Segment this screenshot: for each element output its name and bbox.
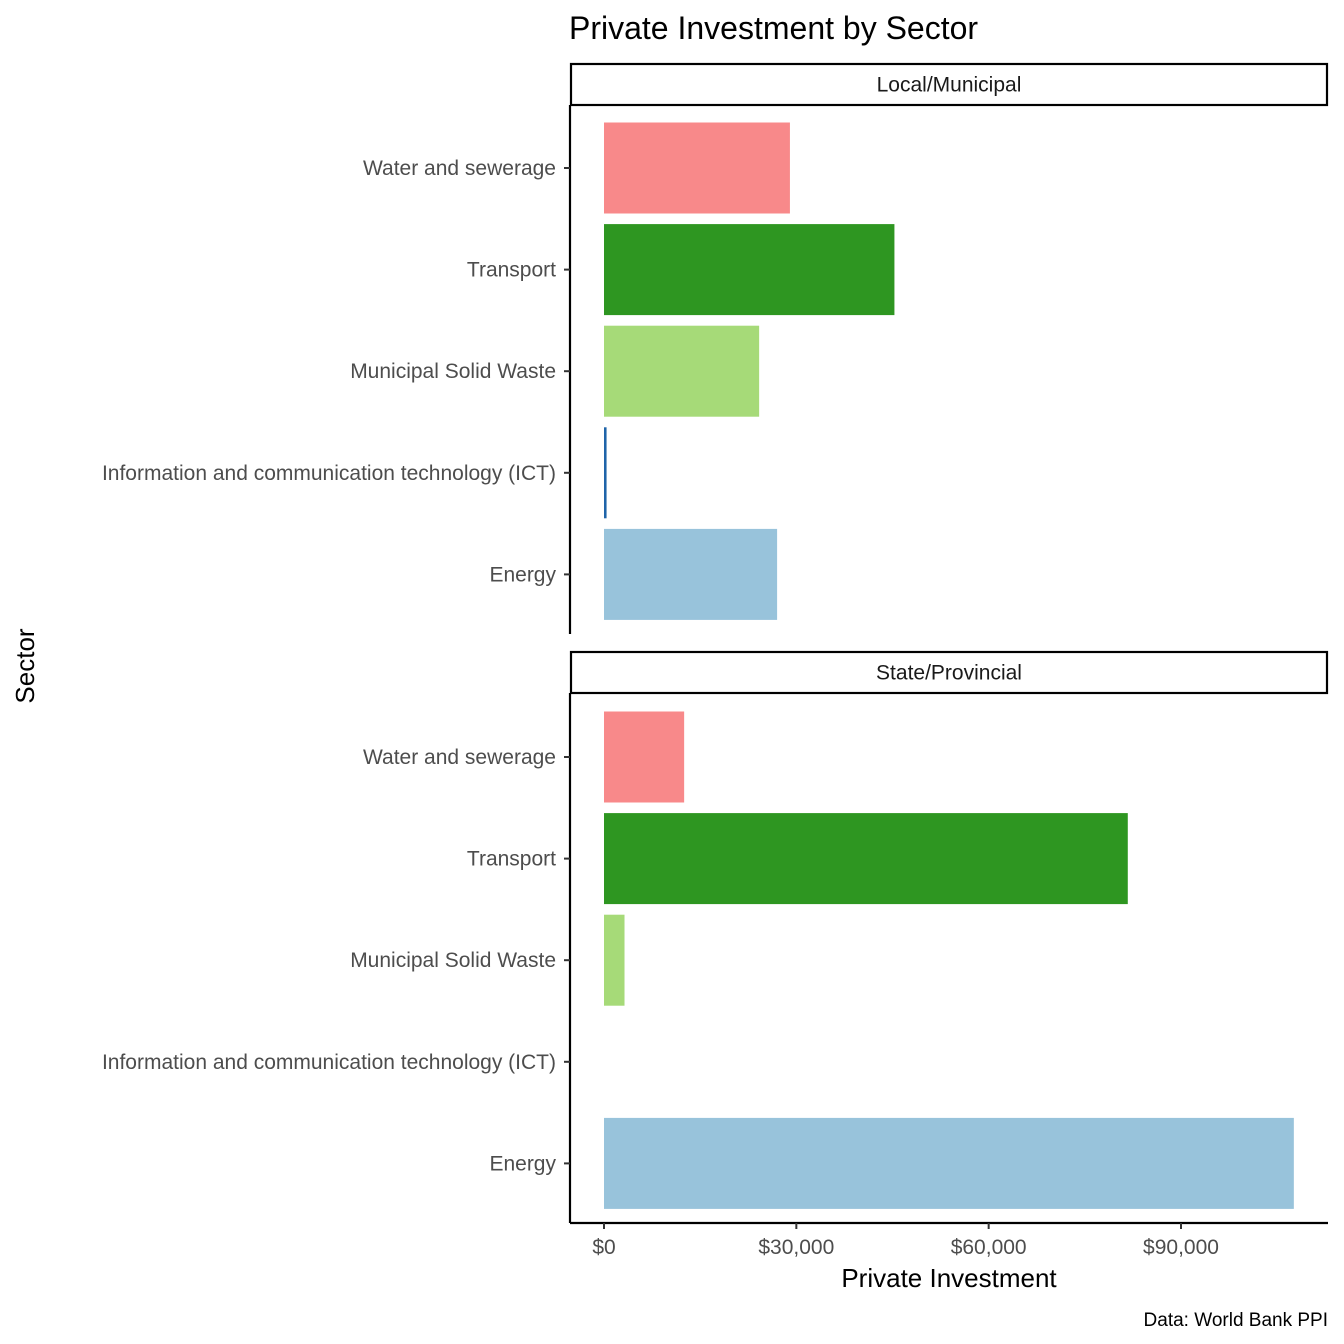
bar — [604, 122, 790, 214]
x-axis-title: Private Investment — [841, 1263, 1057, 1293]
x-tick-label: $60,000 — [951, 1236, 1027, 1259]
category-label: Information and communication technology… — [102, 1051, 556, 1074]
panels: Local/Municipal Water and sewerage Transpo… — [102, 62, 1329, 1223]
category-label: Municipal Solid Waste — [350, 360, 556, 383]
x-axis: $0 $30,000 $60,000 $90,000 — [570, 1221, 1328, 1259]
bar — [604, 325, 760, 417]
facet-panel: Local/Municipal Water and sewerage Transpo… — [102, 62, 1329, 634]
bar — [604, 1117, 1294, 1209]
category-label: Transport — [467, 848, 556, 871]
bar — [604, 224, 895, 316]
facet-strip-label: State/Provincial — [876, 662, 1022, 685]
category-label: Water and sewerage — [363, 157, 556, 180]
bar — [604, 427, 607, 519]
x-tick-label: $30,000 — [758, 1236, 834, 1259]
bar — [604, 528, 778, 620]
bar — [604, 914, 625, 1006]
y-axis-title: Sector — [10, 628, 40, 703]
x-tick-label: $0 — [592, 1236, 615, 1259]
category-label: Transport — [467, 259, 556, 282]
facet-strip — [569, 650, 1329, 695]
category-label: Information and communication technology… — [102, 462, 556, 485]
chart-title: Private Investment by Sector — [569, 10, 978, 46]
facet-strip-label: Local/Municipal — [877, 74, 1022, 97]
bar — [604, 813, 1128, 905]
category-label: Water and sewerage — [363, 746, 556, 769]
caption: Data: World Bank PPI — [1144, 1310, 1328, 1331]
category-label: Municipal Solid Waste — [350, 949, 556, 972]
bar — [604, 711, 685, 803]
category-label: Energy — [489, 1152, 556, 1175]
category-label: Energy — [489, 563, 556, 586]
facet-panel: State/Provincial Water and sewerage Transp… — [102, 650, 1329, 1223]
facet-strip — [569, 62, 1329, 107]
x-tick-label: $90,000 — [1143, 1236, 1219, 1259]
